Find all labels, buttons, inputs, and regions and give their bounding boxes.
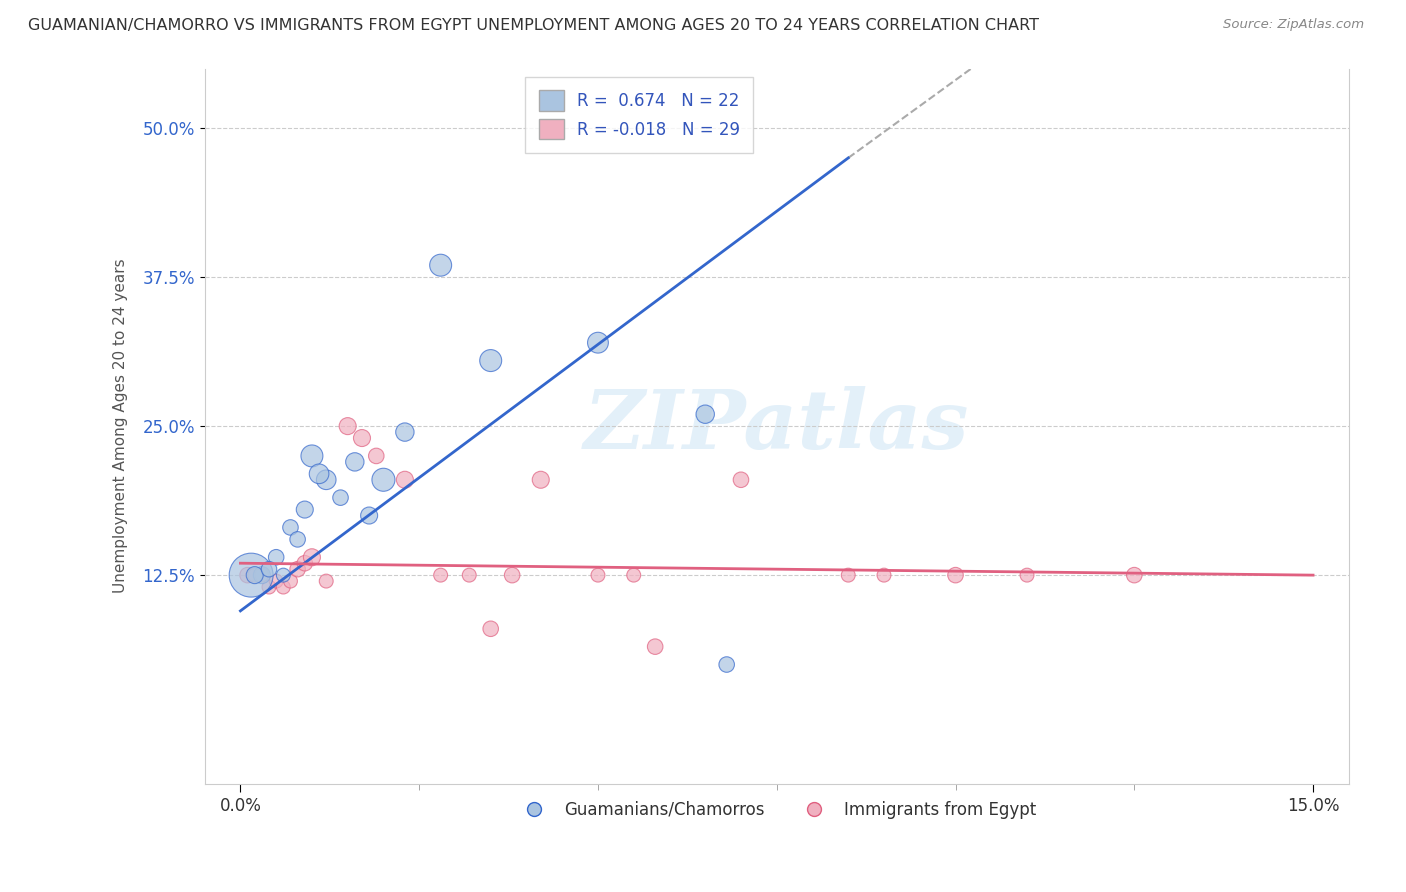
Point	[644, 640, 666, 654]
Text: ZIPatlas: ZIPatlas	[583, 386, 970, 467]
Point	[264, 550, 287, 565]
Point	[479, 622, 502, 636]
Point	[243, 568, 266, 582]
Point	[458, 568, 481, 582]
Point	[359, 508, 381, 523]
Point	[250, 568, 273, 582]
Point	[530, 473, 553, 487]
Point	[343, 455, 366, 469]
Point	[1015, 568, 1038, 582]
Point	[287, 533, 309, 547]
Point	[394, 425, 416, 439]
Point	[243, 568, 266, 582]
Point	[250, 568, 273, 582]
Point	[280, 574, 302, 588]
Point	[1123, 568, 1146, 582]
Point	[873, 568, 896, 582]
Point	[329, 491, 352, 505]
Point	[429, 258, 451, 272]
Point	[257, 562, 280, 576]
Point	[837, 568, 859, 582]
Point	[257, 580, 280, 594]
Point	[308, 467, 330, 481]
Point	[373, 473, 395, 487]
Point	[294, 502, 316, 516]
Text: GUAMANIAN/CHAMORRO VS IMMIGRANTS FROM EGYPT UNEMPLOYMENT AMONG AGES 20 TO 24 YEA: GUAMANIAN/CHAMORRO VS IMMIGRANTS FROM EG…	[28, 18, 1039, 33]
Point	[695, 407, 717, 421]
Y-axis label: Unemployment Among Ages 20 to 24 years: Unemployment Among Ages 20 to 24 years	[114, 259, 128, 593]
Point	[586, 335, 609, 350]
Point	[501, 568, 523, 582]
Point	[730, 473, 752, 487]
Point	[479, 353, 502, 368]
Point	[716, 657, 738, 672]
Point	[623, 568, 645, 582]
Point	[429, 568, 451, 582]
Point	[315, 574, 337, 588]
Point	[945, 568, 967, 582]
Point	[294, 556, 316, 570]
Point	[315, 473, 337, 487]
Point	[350, 431, 373, 445]
Point	[394, 473, 416, 487]
Point	[366, 449, 388, 463]
Point	[240, 568, 263, 582]
Point	[287, 562, 309, 576]
Point	[264, 574, 287, 588]
Legend: Guamanians/Chamorros, Immigrants from Egypt: Guamanians/Chamorros, Immigrants from Eg…	[510, 794, 1043, 825]
Point	[236, 568, 259, 582]
Text: Source: ZipAtlas.com: Source: ZipAtlas.com	[1223, 18, 1364, 31]
Point	[273, 580, 295, 594]
Point	[273, 568, 295, 582]
Point	[586, 568, 609, 582]
Point	[301, 550, 323, 565]
Point	[336, 419, 359, 434]
Point	[301, 449, 323, 463]
Point	[280, 520, 302, 534]
